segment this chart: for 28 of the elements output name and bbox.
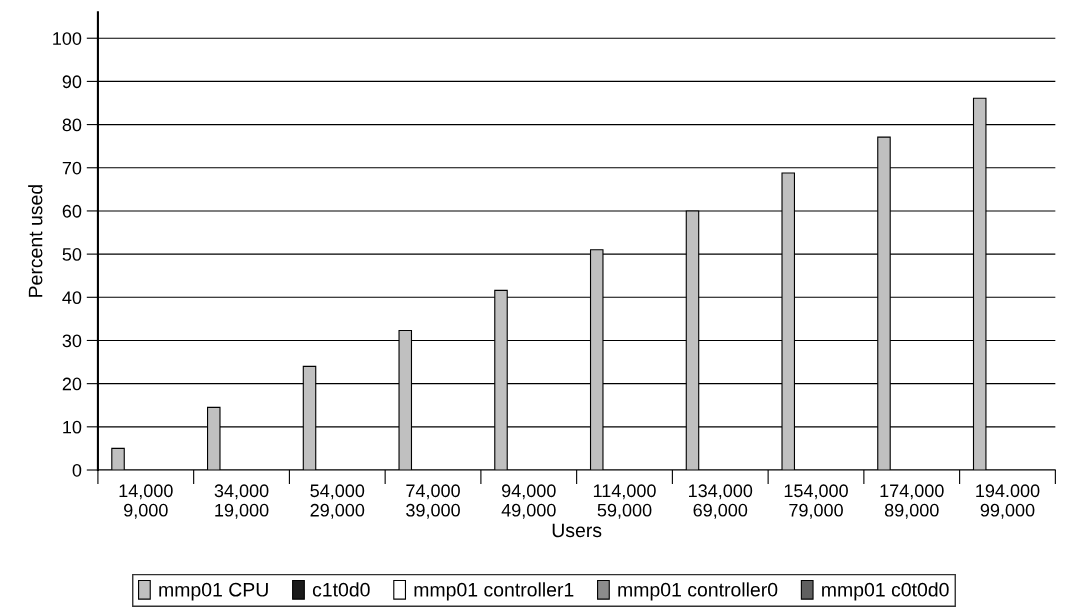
x-tick-label: 174,000 89,000: [880, 484, 944, 519]
y-tick-label: 20: [62, 377, 82, 391]
x-tick-label: 54,000 29,000: [310, 484, 365, 519]
y-tick-label: 70: [62, 161, 82, 175]
y-tick-label: 60: [62, 204, 82, 218]
y-axis-title: Percent used: [28, 185, 43, 297]
y-tick-label: 50: [62, 248, 82, 261]
legend-label: mmp01 controller1: [414, 582, 574, 601]
legend-label: mmp01 controller0: [618, 582, 778, 601]
legend-label: c1t0d0: [312, 582, 370, 597]
y-tick-label: 10: [63, 420, 82, 434]
y-tick-label: 100: [53, 32, 82, 45]
x-tick-label: 114,000 59,000: [593, 484, 656, 519]
x-tick-label: 134,000 69,000: [689, 484, 753, 519]
x-tick-label: 74,000 39,000: [406, 484, 460, 519]
y-tick-label: 90: [62, 75, 82, 89]
legend-label: mmp01 c0t0d0: [822, 582, 949, 601]
x-tick-label: 194.000 99,000: [976, 484, 1040, 519]
y-tick-label: 30: [62, 334, 82, 348]
x-tick-label: 14,000 9,000: [119, 484, 173, 519]
x-tick-label: 94,000 49,000: [501, 484, 556, 519]
y-tick-label: 80: [62, 118, 82, 132]
y-tick-label: 0: [72, 463, 82, 477]
y-tick-label: 40: [62, 291, 82, 305]
x-axis-title: Users: [552, 523, 602, 538]
legend-label: mmp01 CPU: [159, 582, 268, 601]
x-tick-label: 154,000 79,000: [784, 484, 848, 519]
x-tick-label: 34,000 19,000: [214, 484, 269, 519]
